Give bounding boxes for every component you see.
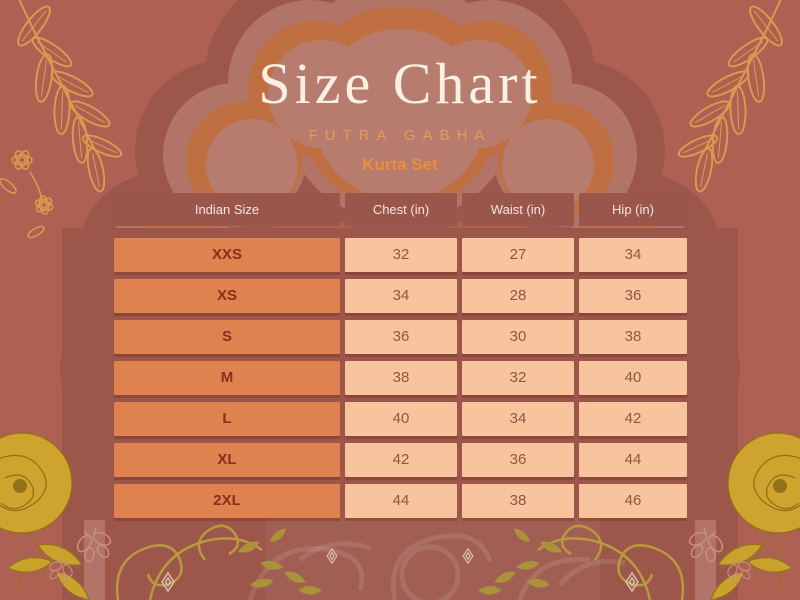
value-cell: 32 bbox=[462, 361, 574, 395]
column-header-chest: Chest (in) bbox=[345, 193, 457, 226]
value-cell: 36 bbox=[579, 279, 687, 313]
column-header-waist: Waist (in) bbox=[462, 193, 574, 226]
value-cell: 40 bbox=[579, 361, 687, 395]
value-cell: 30 bbox=[462, 320, 574, 354]
value-cell: 42 bbox=[579, 402, 687, 436]
value-cell: 42 bbox=[345, 443, 457, 477]
product-subtitle: Kurta Set bbox=[362, 155, 438, 174]
value-cell: 38 bbox=[462, 484, 574, 518]
size-table: Indian Size Chest (in) Waist (in) Hip (i… bbox=[114, 193, 687, 518]
value-cell: 38 bbox=[579, 320, 687, 354]
page-title: Size Chart bbox=[258, 51, 542, 116]
value-cell: 38 bbox=[345, 361, 457, 395]
size-cell: 2XL bbox=[114, 484, 340, 518]
column-header-hip: Hip (in) bbox=[579, 193, 687, 226]
size-cell: M bbox=[114, 361, 340, 395]
value-cell: 40 bbox=[345, 402, 457, 436]
damask-pattern bbox=[247, 533, 626, 600]
value-cell: 34 bbox=[579, 238, 687, 272]
value-cell: 28 bbox=[462, 279, 574, 313]
size-cell: XXS bbox=[114, 238, 340, 272]
value-cell: 36 bbox=[345, 320, 457, 354]
size-table-header: Indian Size Chest (in) Waist (in) Hip (i… bbox=[114, 193, 687, 226]
value-cell: 27 bbox=[462, 238, 574, 272]
size-table-body: XXS 32 27 34 XS 34 28 36 S 36 30 38 M 38 32 40 L 40 34 42 XL… bbox=[114, 238, 687, 518]
value-cell: 44 bbox=[345, 484, 457, 518]
value-cell: 36 bbox=[462, 443, 574, 477]
value-cell: 46 bbox=[579, 484, 687, 518]
brand-name: FUTRA GABHA bbox=[308, 127, 492, 144]
gold-outline-flowers bbox=[0, 150, 54, 239]
size-cell: L bbox=[114, 402, 340, 436]
value-cell: 44 bbox=[579, 443, 687, 477]
size-cell: XS bbox=[114, 279, 340, 313]
value-cell: 34 bbox=[345, 279, 457, 313]
size-cell: XL bbox=[114, 443, 340, 477]
column-header-indian-size: Indian Size bbox=[114, 193, 340, 226]
size-cell: S bbox=[114, 320, 340, 354]
value-cell: 34 bbox=[462, 402, 574, 436]
value-cell: 32 bbox=[345, 238, 457, 272]
